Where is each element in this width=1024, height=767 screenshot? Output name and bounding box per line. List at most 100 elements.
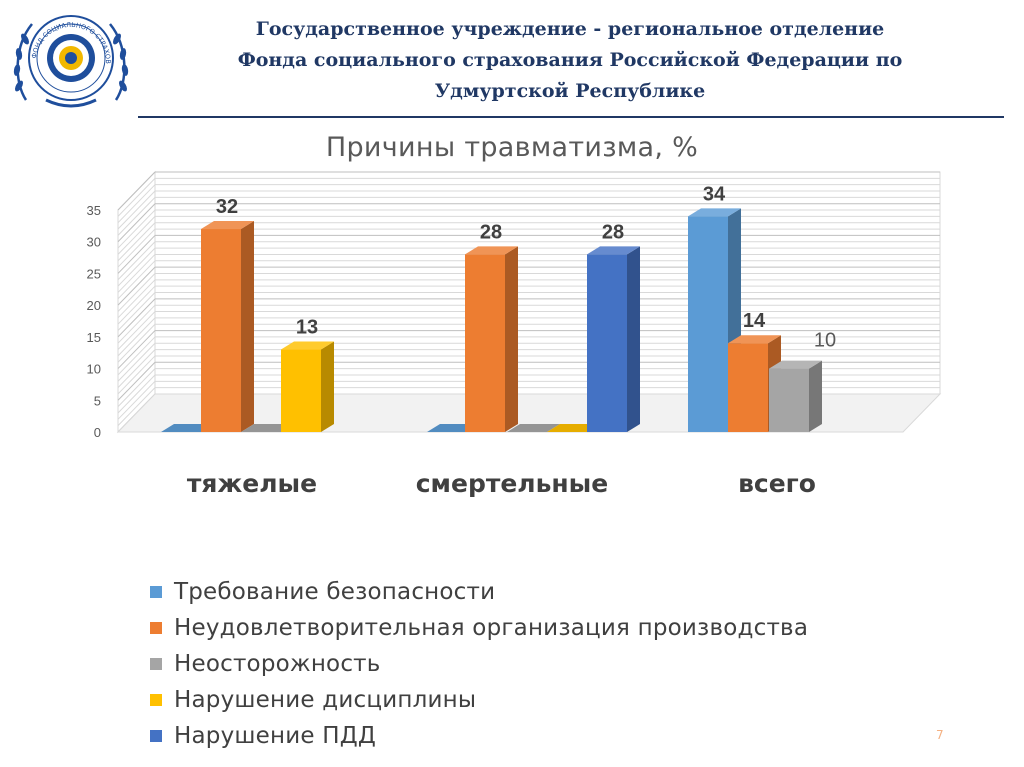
gridline-side	[117, 254, 156, 293]
data-label: 32	[216, 196, 238, 218]
y-tick-label: 5	[94, 393, 101, 408]
legend-item: Требование безопасности	[150, 574, 808, 610]
data-label: 13	[296, 317, 318, 339]
chart-legend: Требование безопасности Неудовлетворитель…	[150, 574, 808, 754]
data-label: 28	[602, 221, 624, 243]
gridline-side	[117, 342, 156, 382]
bar-top	[769, 360, 822, 369]
data-label: 28	[480, 221, 502, 243]
slide-header: ФОНД СОЦИАЛЬНОГО СТРАХОВАНИЯ РОССИЙСКОЙ …	[0, 0, 1024, 120]
gridline-side	[117, 285, 156, 325]
legend-label: Требование безопасности	[174, 579, 496, 605]
legend-swatch	[150, 694, 162, 706]
bar-side	[321, 341, 334, 432]
legend-swatch	[150, 586, 162, 598]
gridline-side	[117, 203, 156, 243]
gridline-side	[117, 355, 156, 395]
chart-title: Причины травматизма, %	[325, 132, 699, 163]
gridline-side	[117, 317, 156, 357]
page-number: 7	[936, 728, 944, 742]
gridline-side	[117, 216, 156, 255]
bar-side	[241, 221, 254, 432]
bar-front	[587, 254, 627, 432]
organization-title: Государственное учреждение - регионально…	[150, 14, 990, 107]
y-tick-label: 15	[87, 330, 101, 345]
gridline-side	[117, 177, 156, 217]
bar-top	[201, 221, 254, 230]
y-tick-label: 20	[87, 298, 101, 313]
gridline-side	[117, 235, 156, 274]
gridline-side	[117, 374, 156, 414]
legend-label: Нарушение ПДД	[174, 723, 377, 749]
bar-front	[465, 254, 505, 432]
organization-title-line-3: Удмуртской Республике	[434, 80, 706, 102]
category-label: тяжелые	[187, 469, 317, 498]
legend-item: Нарушение ПДД	[150, 718, 808, 754]
bar-zero	[241, 424, 294, 432]
chart-back-wall	[154, 171, 941, 395]
bar-zero	[161, 424, 214, 432]
gridline-side	[117, 241, 156, 281]
gridline-side	[117, 190, 156, 230]
gridline-side	[117, 380, 156, 420]
fss-logo-emblem: ФОНД СОЦИАЛЬНОГО СТРАХОВАНИЯ РОССИЙСКОЙ …	[6, 4, 129, 108]
bar-zero	[507, 424, 560, 432]
data-label: 14	[743, 310, 766, 332]
gridline-side	[117, 184, 156, 224]
y-tick-label: 10	[87, 362, 101, 377]
y-tick-label: 25	[87, 266, 101, 281]
legend-item: Неудовлетворительная организация произво…	[150, 610, 808, 646]
gridline-side	[117, 266, 156, 306]
gridline-side	[117, 171, 156, 211]
gridline-side	[117, 361, 156, 401]
gridline-side	[117, 298, 156, 338]
bar-top	[688, 208, 741, 217]
legend-label: Неудовлетворительная организация произво…	[174, 615, 809, 641]
bar-top	[465, 246, 518, 255]
bar-top	[587, 246, 640, 255]
gridline-side	[117, 349, 156, 388]
gridline-side	[117, 209, 156, 249]
gridline-side	[117, 222, 156, 262]
data-label: 34	[703, 183, 726, 205]
category-label: смертельные	[416, 469, 609, 498]
y-tick-label: 30	[87, 235, 101, 250]
bar-front	[728, 343, 768, 432]
bar-side	[627, 246, 640, 432]
gridline-side	[117, 260, 156, 300]
bar-front	[769, 368, 809, 432]
legend-swatch	[150, 622, 162, 634]
bar-front	[688, 216, 728, 432]
gridline-side	[117, 330, 156, 369]
bar-top	[281, 341, 334, 350]
bar-top	[728, 335, 781, 344]
header-divider	[138, 116, 1004, 118]
legend-label: Нарушение дисциплины	[174, 687, 477, 713]
y-tick-label: 35	[87, 203, 101, 218]
category-label: всего	[738, 469, 816, 498]
gridline-side	[117, 197, 156, 236]
gridline-side	[117, 311, 156, 350]
gridline-side	[117, 292, 156, 331]
bar-side	[505, 246, 518, 432]
gridline-side	[117, 247, 156, 287]
legend-label: Неосторожность	[174, 651, 381, 677]
organization-title-line-1: Государственное учреждение - регионально…	[255, 18, 885, 40]
gridline-side	[117, 323, 156, 363]
legend-swatch	[150, 730, 162, 742]
bar-front	[201, 229, 241, 432]
gridline-side	[117, 368, 156, 407]
gridline-side	[117, 304, 156, 344]
bar-zero	[547, 424, 600, 432]
y-tick-label: 0	[94, 425, 101, 440]
bar-front	[281, 349, 321, 432]
legend-item: Нарушение дисциплины	[150, 682, 808, 718]
gridline-side	[117, 336, 156, 376]
legend-item: Неосторожность	[150, 646, 808, 682]
organization-title-line-2: Фонда социального страхования Российской…	[237, 49, 903, 71]
gridline-side	[117, 273, 156, 312]
legend-swatch	[150, 658, 162, 670]
gridline-side	[117, 279, 156, 319]
gridline-side	[117, 228, 156, 268]
